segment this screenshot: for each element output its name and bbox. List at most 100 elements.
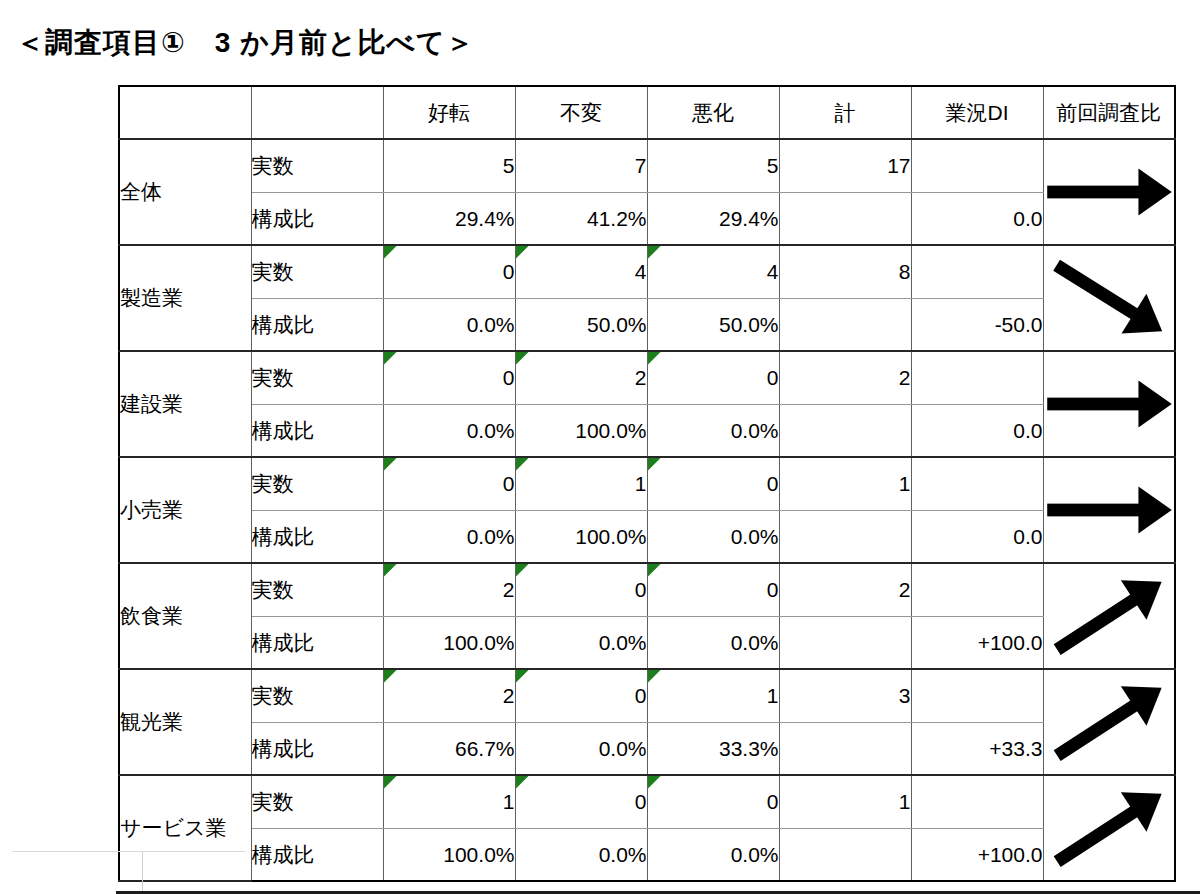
di-empty-cell: [911, 669, 1043, 722]
actual-value-cell: 17: [779, 139, 911, 192]
table-row-ratio: 構成比29.4%41.2%29.4%0.0: [119, 192, 1175, 245]
actual-value-cell: 2: [515, 351, 647, 404]
sector-label: 建設業: [119, 351, 251, 457]
ratio-value-cell: 41.2%: [515, 192, 647, 245]
rowtype-ratio-label: 構成比: [251, 404, 383, 457]
textbox-guide-vertical: [142, 851, 143, 894]
rowtype-actual-label: 実数: [251, 775, 383, 828]
ratio-value-cell: 0.0%: [383, 298, 515, 351]
actual-value-cell: 8: [779, 245, 911, 298]
actual-value-cell: 0: [647, 775, 779, 828]
ratio-value-cell: 100.0%: [383, 616, 515, 669]
rowtype-actual-label: 実数: [251, 139, 383, 192]
green-corner-flag-icon: [516, 246, 529, 259]
header-row: 好転 不変 悪化 計 業況DI 前回調査比: [119, 86, 1175, 139]
rowtype-actual-label: 実数: [251, 457, 383, 510]
header-total: 計: [779, 86, 911, 139]
rowtype-actual-label: 実数: [251, 669, 383, 722]
total-empty-cell: [779, 616, 911, 669]
ratio-value-cell: 0.0%: [647, 828, 779, 881]
di-value-cell: 0.0: [911, 404, 1043, 457]
rowtype-ratio-label: 構成比: [251, 828, 383, 881]
total-empty-cell: [779, 404, 911, 457]
rowtype-actual-label: 実数: [251, 245, 383, 298]
actual-value-cell: 0: [383, 351, 515, 404]
actual-value-cell: 3: [779, 669, 911, 722]
total-empty-cell: [779, 510, 911, 563]
table-row-ratio: 構成比0.0%100.0%0.0%0.0: [119, 404, 1175, 457]
actual-value-cell: 2: [383, 563, 515, 616]
green-corner-flag-icon: [384, 670, 397, 683]
green-corner-flag-icon: [384, 458, 397, 471]
rowtype-actual-label: 実数: [251, 563, 383, 616]
di-empty-cell: [911, 245, 1043, 298]
actual-value-cell: 4: [647, 245, 779, 298]
ratio-value-cell: 0.0%: [383, 510, 515, 563]
actual-value-cell: 2: [779, 563, 911, 616]
actual-value-cell: 2: [779, 351, 911, 404]
table-row-ratio: 構成比0.0%100.0%0.0%0.0: [119, 510, 1175, 563]
survey-results-table: 好転 不変 悪化 計 業況DI 前回調査比 全体実数57517構成比29.4%4…: [118, 85, 1176, 882]
sector-label: 観光業: [119, 669, 251, 775]
actual-value-cell: 0: [647, 457, 779, 510]
actual-value-cell: 1: [383, 775, 515, 828]
green-corner-flag-icon: [516, 564, 529, 577]
table-row-actual: 飲食業実数2002: [119, 563, 1175, 616]
actual-value-cell: 0: [647, 351, 779, 404]
rowtype-actual-label: 実数: [251, 351, 383, 404]
trend-arrow-up-right: [1043, 775, 1175, 881]
header-blank-rowtype: [251, 86, 383, 139]
ratio-value-cell: 50.0%: [515, 298, 647, 351]
table-row-actual: 建設業実数0202: [119, 351, 1175, 404]
actual-value-cell: 0: [515, 669, 647, 722]
green-corner-flag-icon: [648, 352, 661, 365]
green-corner-flag-icon: [516, 458, 529, 471]
di-empty-cell: [911, 457, 1043, 510]
table-row-ratio: 構成比66.7%0.0%33.3%+33.3: [119, 722, 1175, 775]
di-empty-cell: [911, 139, 1043, 192]
di-value-cell: +33.3: [911, 722, 1043, 775]
ratio-value-cell: 29.4%: [647, 192, 779, 245]
green-corner-flag-icon: [516, 670, 529, 683]
actual-value-cell: 5: [383, 139, 515, 192]
ratio-value-cell: 0.0%: [515, 722, 647, 775]
rowtype-ratio-label: 構成比: [251, 616, 383, 669]
header-unchanged: 不変: [515, 86, 647, 139]
ratio-value-cell: 0.0%: [515, 616, 647, 669]
ratio-value-cell: 50.0%: [647, 298, 779, 351]
textbox-guide-horizontal: [12, 851, 245, 852]
green-corner-flag-icon: [516, 352, 529, 365]
ratio-value-cell: 100.0%: [515, 510, 647, 563]
green-corner-flag-icon: [648, 670, 661, 683]
actual-value-cell: 2: [383, 669, 515, 722]
ratio-value-cell: 0.0%: [647, 404, 779, 457]
actual-value-cell: 1: [779, 457, 911, 510]
total-empty-cell: [779, 298, 911, 351]
actual-value-cell: 7: [515, 139, 647, 192]
table-row-ratio: 構成比100.0%0.0%0.0%+100.0: [119, 828, 1175, 881]
header-worsen: 悪化: [647, 86, 779, 139]
header-improve: 好転: [383, 86, 515, 139]
rowtype-ratio-label: 構成比: [251, 298, 383, 351]
ratio-value-cell: 33.3%: [647, 722, 779, 775]
di-value-cell: -50.0: [911, 298, 1043, 351]
rowtype-ratio-label: 構成比: [251, 510, 383, 563]
green-corner-flag-icon: [384, 564, 397, 577]
table-row-actual: 観光業実数2013: [119, 669, 1175, 722]
header-di: 業況DI: [911, 86, 1043, 139]
trend-arrow-up-right: [1043, 563, 1175, 669]
table-row-ratio: 構成比0.0%50.0%50.0%-50.0: [119, 298, 1175, 351]
sector-label: サービス業: [119, 775, 251, 881]
total-empty-cell: [779, 722, 911, 775]
actual-value-cell: 0: [383, 245, 515, 298]
sector-label: 飲食業: [119, 563, 251, 669]
green-corner-flag-icon: [648, 458, 661, 471]
ratio-value-cell: 66.7%: [383, 722, 515, 775]
ratio-value-cell: 0.0%: [515, 828, 647, 881]
green-corner-flag-icon: [384, 246, 397, 259]
actual-value-cell: 0: [515, 775, 647, 828]
di-empty-cell: [911, 351, 1043, 404]
actual-value-cell: 0: [383, 457, 515, 510]
di-value-cell: 0.0: [911, 192, 1043, 245]
di-value-cell: +100.0: [911, 616, 1043, 669]
